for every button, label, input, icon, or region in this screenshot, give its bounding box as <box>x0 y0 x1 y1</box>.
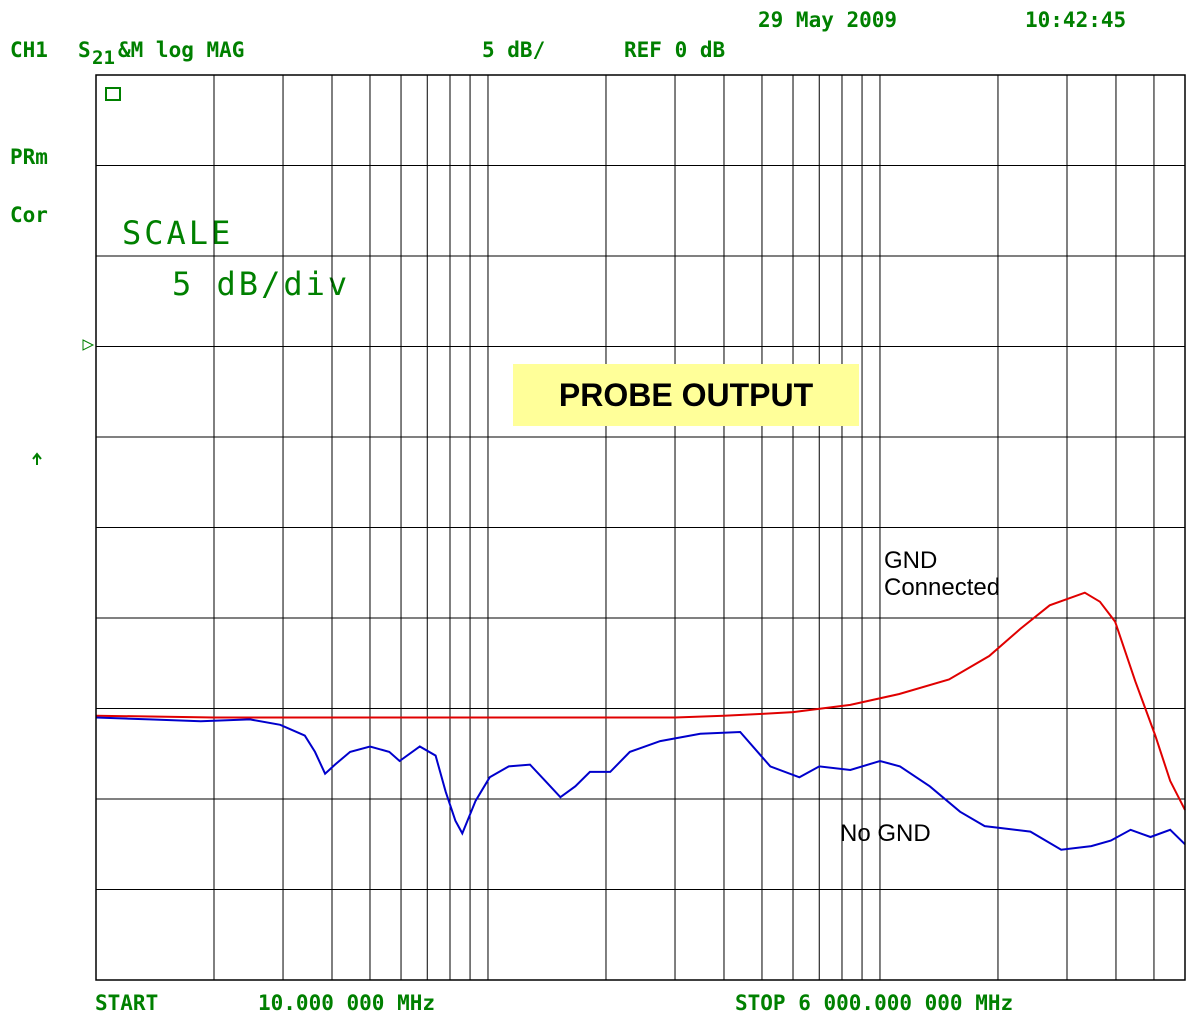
stop-label: STOP 6 000.000 000 MHz <box>735 991 1013 1015</box>
scale-value: 5 dB/div <box>172 265 350 303</box>
scale-per-div: 5 dB/ <box>482 38 545 62</box>
measurement: S <box>78 38 91 62</box>
status: PRm <box>10 145 48 169</box>
arrow <box>32 452 42 465</box>
date: 29 May 2009 <box>758 8 897 32</box>
status: Cor <box>10 203 48 227</box>
trace <box>95 591 1186 811</box>
reference: REF 0 dB <box>624 38 725 62</box>
start-label: START <box>95 991 158 1015</box>
scale-title: SCALE <box>122 214 233 252</box>
series-label: GND Connected <box>884 547 1001 601</box>
ref-marker <box>82 339 95 351</box>
measurement-rest: &M log MAG <box>118 38 244 62</box>
start-value: 10.000 000 MHz <box>258 991 435 1015</box>
chart-title: PROBE OUTPUT <box>513 364 859 426</box>
plot-frame <box>95 74 1186 981</box>
icon <box>105 87 121 101</box>
series-label: No GND <box>840 820 931 847</box>
measurement-sub: 21 <box>92 47 115 69</box>
trace <box>95 716 1186 851</box>
time: 10:42:45 <box>1025 8 1126 32</box>
channel: CH1 <box>10 38 48 62</box>
